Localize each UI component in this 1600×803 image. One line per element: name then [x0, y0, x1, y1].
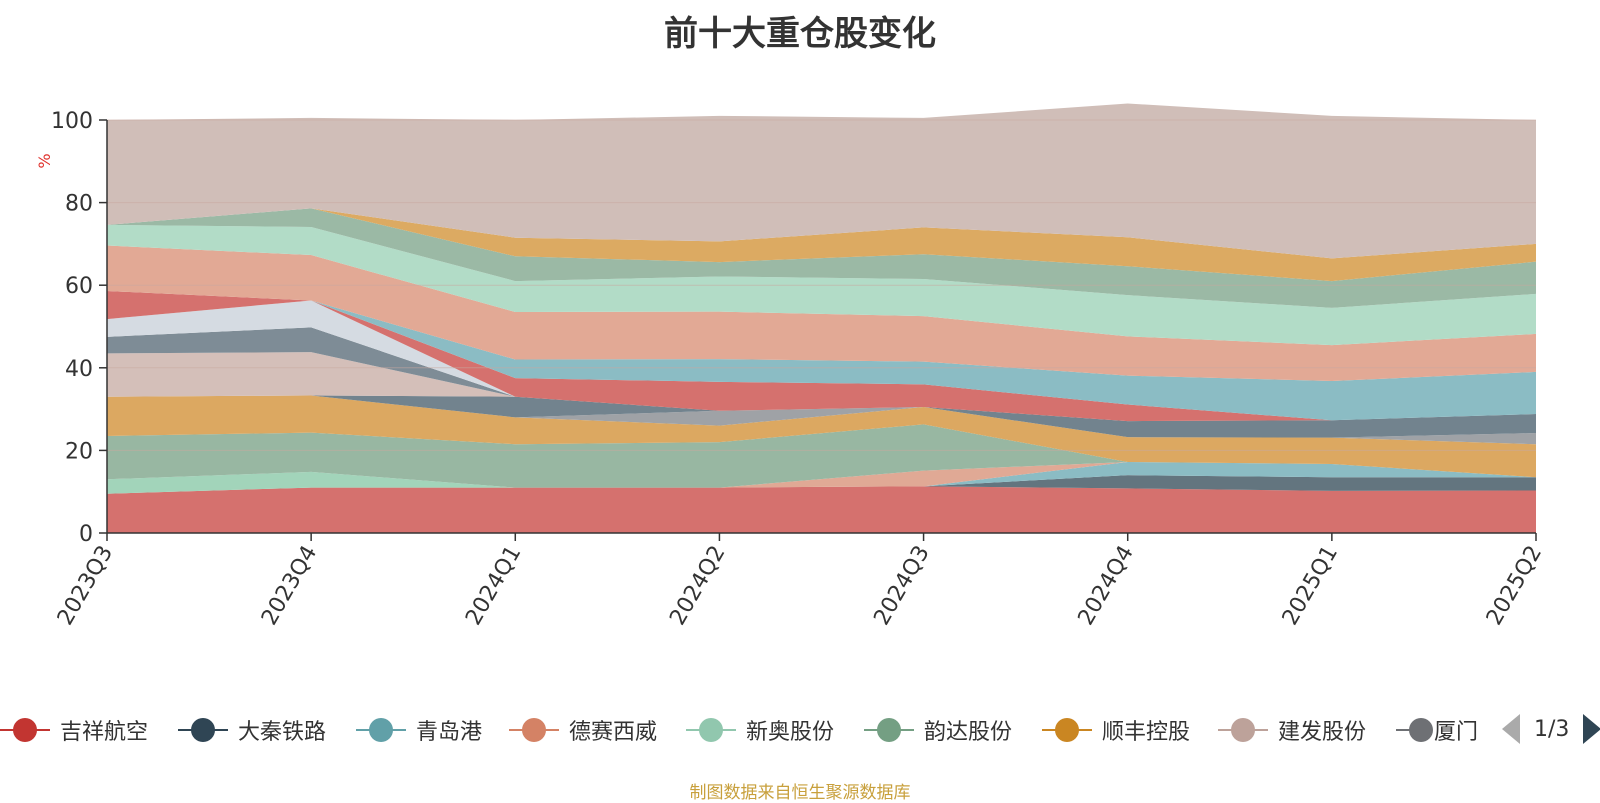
legend-marker-icon [356, 713, 406, 747]
area-series-13 [107, 290, 1536, 421]
next-page-icon[interactable] [1583, 714, 1600, 744]
y-tick-label: 40 [65, 357, 93, 382]
legend-page-number: 1/3 [1534, 716, 1570, 742]
legend-label: 大秦铁路 [238, 720, 327, 745]
y-tick-label: 20 [65, 439, 93, 464]
legend-marker-icon [686, 713, 736, 747]
legend-marker-icon [1042, 713, 1092, 747]
area-series-7 [107, 395, 1536, 445]
legend-label: 青岛港 [416, 720, 483, 745]
legend-item[interactable]: 德赛西威 [509, 713, 657, 747]
legend-marker-icon [1396, 713, 1433, 747]
legend-marker-icon [178, 713, 228, 747]
legend-marker-icon [0, 713, 50, 747]
x-tick-label: 2023Q4 [257, 542, 322, 630]
area-series-17 [107, 208, 1536, 282]
area-series-18 [107, 103, 1536, 259]
y-tick-label: 100 [51, 109, 93, 134]
legend-marker-icon [864, 713, 914, 747]
legend: 吉祥航空 大秦铁路 青岛港 德赛西威 新奥股份 韵达股份 顺丰控股 建发股份 厦门 [0, 713, 1600, 747]
x-tick-label: 2025Q2 [1482, 542, 1547, 630]
legend-marker-icon [509, 713, 559, 747]
legend-pager: 1/3 [1502, 714, 1600, 744]
area-series-0 [107, 486, 1536, 533]
x-tick-label: 2024Q1 [461, 542, 526, 630]
data-source-note: 制图数据来自恒生聚源数据库 [689, 783, 911, 803]
area-series-4 [107, 461, 1536, 488]
stacked-area-chart: 0 20 40 60 80 100% 2023Q3 2023Q4 2024Q1 2024Q2 202… [35, 103, 1547, 630]
legend-marker-icon [1218, 713, 1268, 747]
x-tick-label: 2024Q3 [869, 542, 934, 630]
area-series-5 [107, 424, 1536, 488]
previous-page-icon[interactable] [1502, 714, 1520, 744]
legend-item[interactable]: 新奥股份 [686, 713, 834, 747]
area-series-11 [107, 300, 1536, 422]
legend-item[interactable]: 韵达股份 [864, 713, 1012, 747]
area-series-6 [107, 395, 1536, 478]
area-series-3 [107, 461, 1536, 488]
legend-item[interactable]: 厦门 [1396, 713, 1478, 747]
legend-label: 吉祥航空 [60, 720, 149, 745]
area-series-2 [107, 471, 1536, 491]
x-tick-label: 2024Q4 [1074, 542, 1139, 630]
x-tick-label: 2023Q3 [53, 542, 118, 630]
legend-label: 顺丰控股 [1102, 720, 1191, 745]
area-series-9 [107, 352, 1536, 422]
chart-title: 前十大重仓股变化 [664, 14, 936, 54]
x-tick-label: 2024Q2 [665, 542, 730, 630]
area-series-8 [107, 395, 1536, 438]
legend-label: 厦门 [1433, 720, 1478, 745]
legend-label: 新奥股份 [746, 720, 835, 745]
area-series-1 [107, 471, 1536, 494]
y-tick-label: 60 [65, 274, 93, 299]
area-series-10 [107, 327, 1536, 422]
legend-item[interactable]: 顺丰控股 [1042, 713, 1190, 747]
y-tick-label: 80 [65, 192, 93, 217]
legend-label: 韵达股份 [924, 720, 1013, 745]
area-series-12 [107, 290, 1536, 422]
legend-label: 建发股份 [1278, 720, 1367, 745]
y-tick-label: 0 [79, 522, 93, 547]
area-series-14 [107, 245, 1536, 382]
y-axis-unit: % [35, 153, 54, 168]
legend-item[interactable]: 大秦铁路 [178, 713, 326, 747]
legend-item[interactable]: 建发股份 [1218, 713, 1366, 747]
legend-item[interactable]: 吉祥航空 [0, 713, 148, 747]
legend-item[interactable]: 青岛港 [356, 713, 482, 747]
x-tick-label: 2025Q1 [1278, 542, 1343, 630]
legend-label: 德赛西威 [569, 720, 658, 745]
